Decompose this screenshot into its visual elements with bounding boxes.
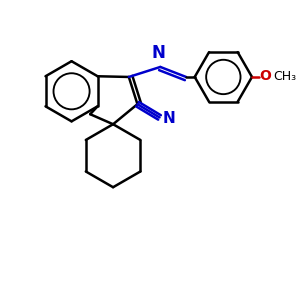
Text: N: N bbox=[162, 111, 175, 126]
Text: N: N bbox=[152, 44, 165, 62]
Text: O: O bbox=[260, 69, 272, 83]
Text: CH₃: CH₃ bbox=[274, 70, 297, 83]
